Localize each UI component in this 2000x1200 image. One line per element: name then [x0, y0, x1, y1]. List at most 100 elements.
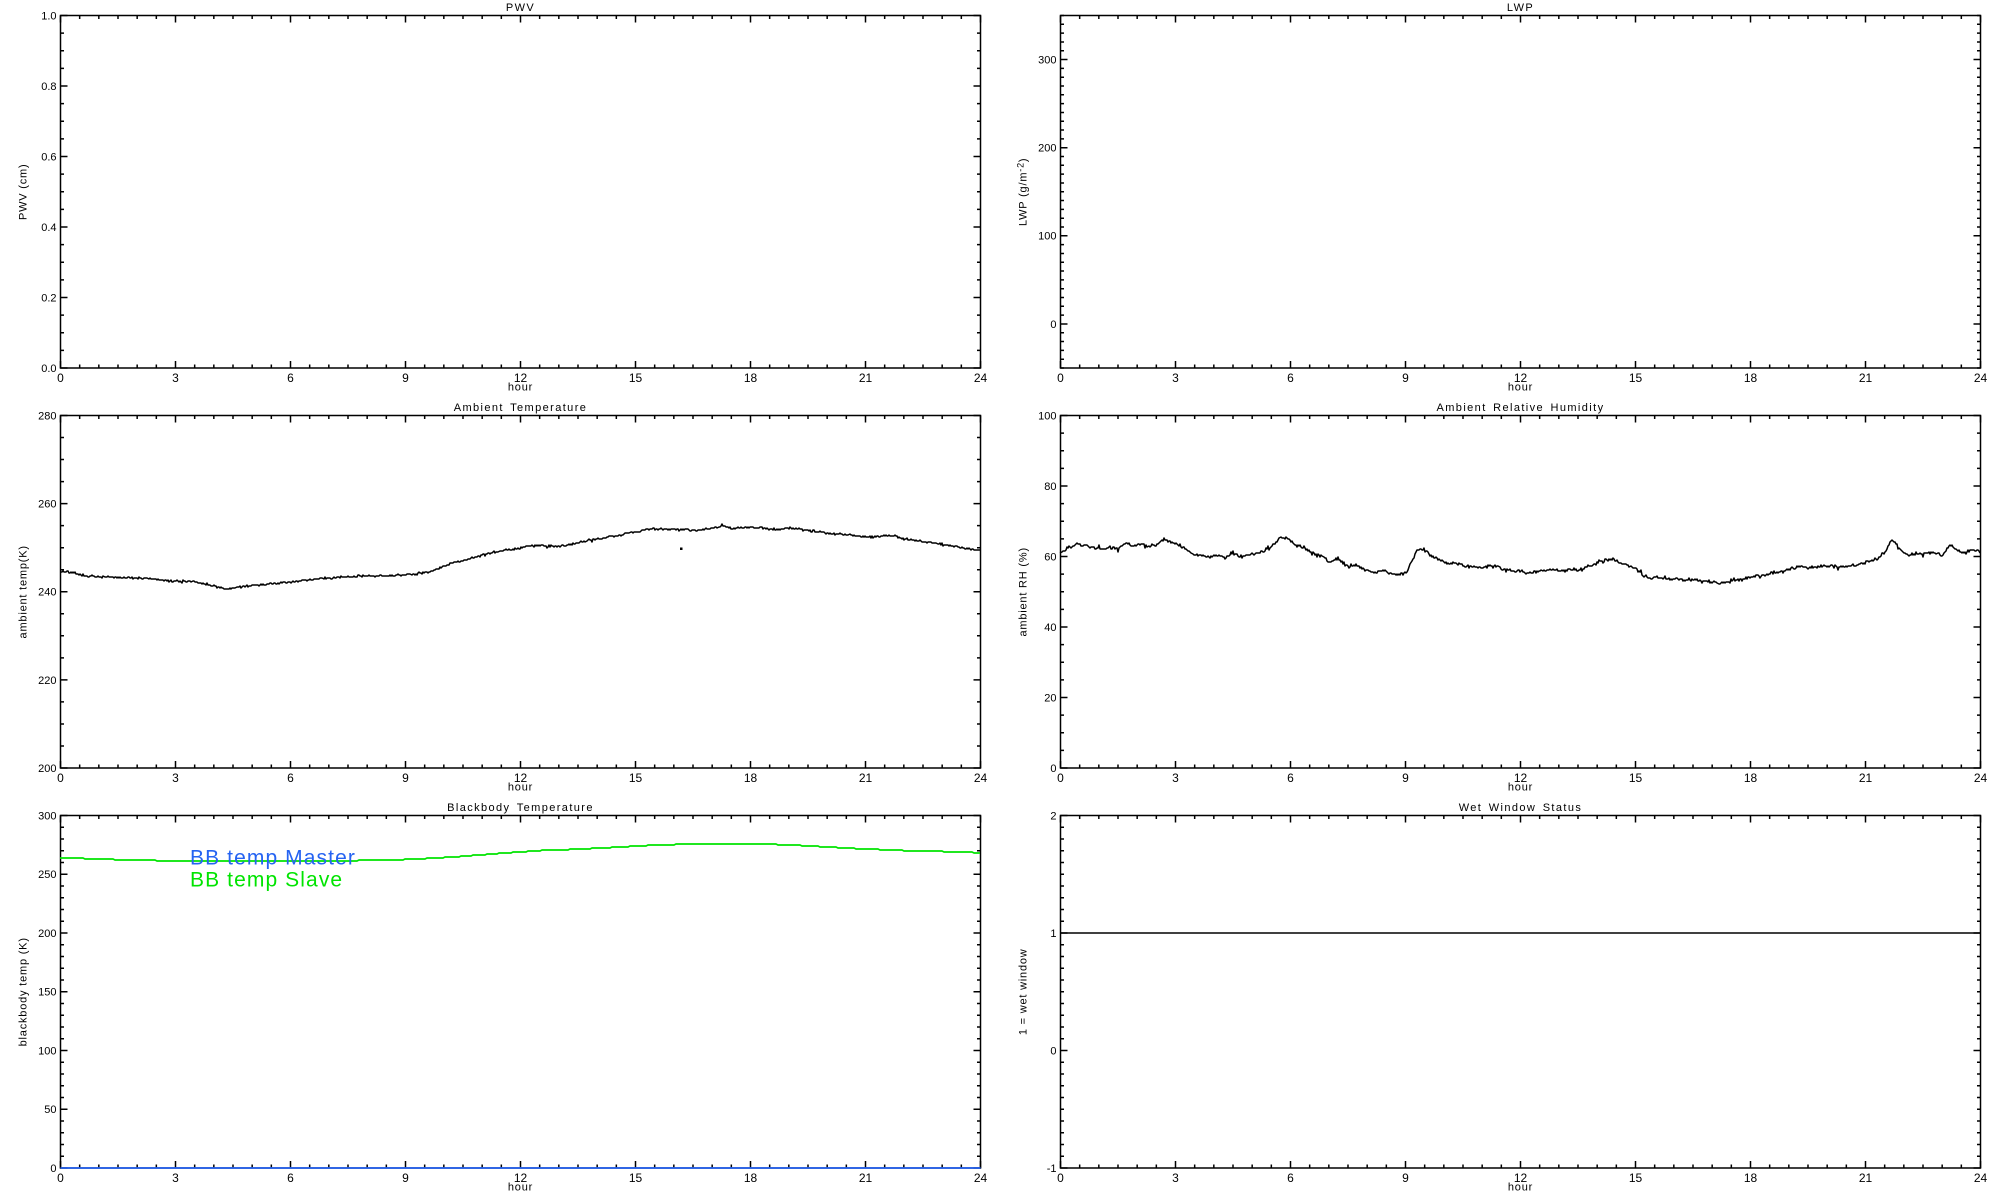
svg-text:9: 9 [402, 771, 409, 785]
svg-text:18: 18 [1744, 371, 1758, 385]
svg-text:0: 0 [57, 771, 64, 785]
svg-text:100: 100 [38, 1045, 56, 1057]
svg-text:6: 6 [287, 1171, 294, 1185]
svg-text:24: 24 [974, 771, 988, 785]
svg-text:1 = wet window: 1 = wet window [1018, 948, 1030, 1035]
svg-text:PWV: PWV [506, 2, 535, 14]
svg-text:40: 40 [1044, 622, 1056, 634]
svg-text:LWP (g/m-2): LWP (g/m-2) [1016, 158, 1030, 226]
svg-text:12: 12 [514, 771, 528, 785]
svg-text:200: 200 [38, 763, 56, 775]
svg-text:2: 2 [1050, 810, 1056, 822]
svg-text:0.4: 0.4 [41, 222, 56, 234]
svg-text:6: 6 [1287, 371, 1294, 385]
svg-text:100: 100 [1038, 410, 1056, 422]
svg-text:21: 21 [859, 771, 873, 785]
svg-text:21: 21 [1859, 371, 1873, 385]
svg-text:hour: hour [1508, 782, 1533, 794]
svg-text:6: 6 [287, 371, 294, 385]
svg-text:PWV (cm): PWV (cm) [18, 164, 30, 221]
svg-text:Ambient Relative Humidity: Ambient Relative Humidity [1437, 402, 1605, 414]
svg-text:300: 300 [38, 810, 56, 822]
svg-text:blackbody temp (K): blackbody temp (K) [18, 937, 30, 1046]
svg-text:3: 3 [1172, 771, 1179, 785]
svg-text:6: 6 [287, 771, 294, 785]
svg-text:1: 1 [1050, 928, 1056, 940]
svg-text:24: 24 [1974, 771, 1988, 785]
svg-text:0: 0 [57, 1171, 64, 1185]
svg-text:12: 12 [1514, 1171, 1528, 1185]
svg-text:0: 0 [1057, 371, 1064, 385]
svg-text:24: 24 [974, 1171, 988, 1185]
svg-text:21: 21 [859, 1171, 873, 1185]
svg-text:100: 100 [1038, 231, 1056, 243]
svg-text:LWP: LWP [1507, 2, 1534, 14]
svg-text:Blackbody Temperature: Blackbody Temperature [447, 802, 594, 814]
svg-text:20: 20 [1044, 692, 1056, 704]
svg-text:80: 80 [1044, 481, 1056, 493]
svg-text:hour: hour [508, 1182, 533, 1194]
svg-text:24: 24 [974, 371, 988, 385]
svg-text:hour: hour [1508, 1182, 1533, 1194]
svg-text:BB temp Slave: BB temp Slave [190, 869, 343, 892]
svg-text:250: 250 [38, 869, 56, 881]
svg-text:BB temp Master: BB temp Master [190, 847, 356, 870]
svg-text:24: 24 [1974, 371, 1988, 385]
svg-text:18: 18 [1744, 1171, 1758, 1185]
svg-text:21: 21 [1859, 771, 1873, 785]
svg-text:240: 240 [38, 587, 56, 599]
svg-text:9: 9 [1402, 1171, 1409, 1185]
svg-text:280: 280 [38, 410, 56, 422]
svg-text:15: 15 [1629, 371, 1643, 385]
svg-text:200: 200 [1038, 143, 1056, 155]
svg-text:12: 12 [1514, 371, 1528, 385]
svg-text:3: 3 [172, 1171, 179, 1185]
svg-text:Ambient Temperature: Ambient Temperature [454, 402, 588, 414]
svg-text:12: 12 [1514, 771, 1528, 785]
svg-text:ambient temp(K): ambient temp(K) [18, 545, 30, 638]
svg-text:0: 0 [1057, 771, 1064, 785]
svg-text:150: 150 [38, 987, 56, 999]
svg-text:12: 12 [514, 1171, 528, 1185]
svg-text:Wet Window Status: Wet Window Status [1459, 802, 1583, 814]
svg-text:9: 9 [1402, 771, 1409, 785]
svg-text:18: 18 [1744, 771, 1758, 785]
svg-text:18: 18 [744, 371, 758, 385]
svg-text:15: 15 [629, 1171, 643, 1185]
svg-text:0.2: 0.2 [41, 292, 56, 304]
svg-text:9: 9 [402, 371, 409, 385]
svg-text:6: 6 [1287, 1171, 1294, 1185]
svg-text:9: 9 [402, 1171, 409, 1185]
svg-text:60: 60 [1044, 551, 1056, 563]
svg-text:15: 15 [1629, 1171, 1643, 1185]
svg-text:21: 21 [859, 371, 873, 385]
svg-text:18: 18 [744, 771, 758, 785]
svg-text:9: 9 [1402, 371, 1409, 385]
svg-text:300: 300 [1038, 55, 1056, 67]
svg-text:12: 12 [514, 371, 528, 385]
svg-text:15: 15 [629, 771, 643, 785]
svg-text:18: 18 [744, 1171, 758, 1185]
svg-text:3: 3 [172, 771, 179, 785]
svg-text:hour: hour [508, 382, 533, 394]
svg-text:0: 0 [1050, 1045, 1056, 1057]
svg-text:15: 15 [1629, 771, 1643, 785]
svg-text:220: 220 [38, 675, 56, 687]
svg-text:3: 3 [1172, 1171, 1179, 1185]
svg-text:0: 0 [57, 371, 64, 385]
svg-text:21: 21 [1859, 1171, 1873, 1185]
svg-text:6: 6 [1287, 771, 1294, 785]
svg-text:0: 0 [1050, 763, 1056, 775]
svg-text:3: 3 [172, 371, 179, 385]
svg-text:50: 50 [44, 1104, 56, 1116]
svg-text:0: 0 [1057, 1171, 1064, 1185]
svg-text:15: 15 [629, 371, 643, 385]
svg-text:0: 0 [50, 1163, 56, 1175]
svg-text:hour: hour [1508, 382, 1533, 394]
svg-text:0.8: 0.8 [41, 81, 56, 93]
svg-text:0: 0 [1050, 319, 1056, 331]
svg-text:0.6: 0.6 [41, 151, 56, 163]
svg-text:hour: hour [508, 782, 533, 794]
svg-text:24: 24 [1974, 1171, 1988, 1185]
svg-text:260: 260 [38, 499, 56, 511]
